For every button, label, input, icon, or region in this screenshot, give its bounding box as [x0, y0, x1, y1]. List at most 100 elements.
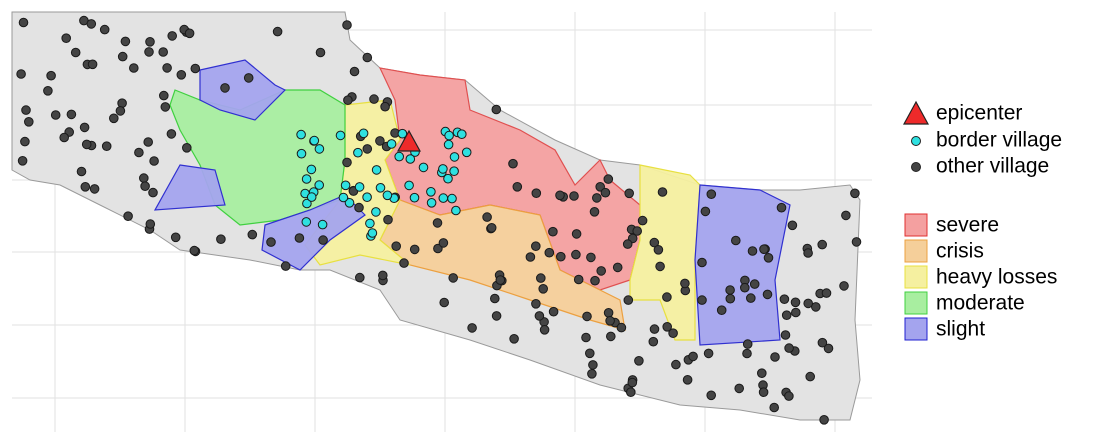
other-village: [120, 36, 131, 47]
other-village: [571, 249, 581, 260]
other-village: [839, 281, 849, 291]
other-village: [662, 322, 673, 332]
other-village: [706, 390, 717, 401]
other-village: [134, 147, 144, 158]
legend-swatch: [904, 317, 928, 341]
other-village: [490, 293, 500, 304]
border-village: [394, 151, 405, 162]
other-village: [495, 275, 506, 285]
other-village: [790, 297, 801, 308]
other-village: [623, 295, 634, 305]
other-village: [544, 247, 555, 258]
border-village: [426, 198, 437, 208]
other-village: [749, 279, 760, 289]
other-village: [592, 193, 602, 203]
other-village: [380, 101, 390, 112]
other-village: [46, 70, 56, 81]
other-village: [149, 156, 159, 166]
other-village: [817, 239, 828, 250]
other-village: [700, 206, 711, 217]
other-village: [343, 95, 353, 105]
border-village: [451, 205, 461, 216]
border-village: [314, 180, 325, 190]
legend-swatch: [904, 265, 928, 289]
border-village: [301, 217, 312, 227]
other-village: [18, 17, 29, 28]
legend-label: crisis: [936, 240, 984, 263]
other-village: [657, 187, 668, 197]
other-village: [362, 144, 373, 154]
border-village: [340, 180, 351, 191]
other-village: [725, 293, 736, 304]
other-village: [817, 337, 828, 348]
other-village: [555, 190, 565, 201]
other-village: [17, 156, 28, 166]
other-village: [399, 258, 409, 268]
other-village: [70, 47, 81, 58]
other-village: [509, 334, 519, 344]
other-village: [159, 90, 169, 101]
other-village: [770, 352, 780, 362]
other-village: [569, 191, 579, 201]
legend-border-symbol: [911, 136, 921, 146]
other-village: [742, 348, 752, 359]
border-village: [386, 139, 397, 149]
legend-label: epicenter: [936, 102, 1022, 125]
legend: epicenter border village other village s…: [902, 100, 1062, 341]
other-village: [448, 273, 459, 283]
other-village: [315, 47, 326, 58]
other-village: [280, 261, 291, 271]
other-village: [851, 237, 862, 247]
other-village: [841, 210, 851, 221]
border-village: [296, 148, 307, 159]
border-village: [353, 147, 363, 158]
other-village: [819, 415, 829, 425]
other-village: [81, 139, 92, 150]
border-village: [296, 129, 306, 140]
other-village: [117, 98, 127, 108]
border-village: [409, 192, 420, 203]
other-village: [600, 187, 611, 198]
other-village: [626, 387, 636, 398]
other-village: [99, 24, 110, 35]
other-village: [525, 252, 536, 262]
other-village: [383, 214, 393, 225]
other-village: [787, 220, 798, 231]
other-village: [688, 351, 698, 362]
other-village: [491, 311, 502, 321]
villages: [16, 15, 862, 425]
other-village: [433, 243, 443, 254]
other-village: [294, 233, 305, 243]
border-village: [449, 166, 459, 176]
other-village: [318, 235, 328, 245]
other-village: [823, 343, 834, 354]
other-village: [24, 117, 34, 127]
other-village: [432, 218, 443, 228]
other-village: [512, 182, 523, 192]
other-village: [805, 371, 816, 382]
border-village: [344, 198, 355, 208]
legend-label: slight: [936, 318, 985, 341]
border-village: [444, 130, 454, 141]
other-village: [573, 274, 584, 285]
border-village: [301, 174, 312, 184]
border-village: [302, 198, 312, 209]
other-village: [247, 229, 258, 240]
other-village: [139, 173, 149, 183]
other-village: [531, 299, 541, 309]
other-village: [757, 368, 767, 379]
other-village: [649, 237, 660, 248]
other-village: [680, 278, 690, 289]
legend-label: heavy losses: [936, 266, 1057, 289]
other-village: [378, 270, 388, 281]
other-village: [624, 188, 635, 199]
border-village: [354, 182, 365, 192]
other-village: [725, 285, 735, 295]
other-village: [190, 63, 201, 74]
other-village: [769, 402, 780, 413]
other-village: [850, 188, 860, 199]
other-village: [791, 307, 801, 318]
other-village: [582, 311, 592, 322]
other-village: [706, 189, 717, 199]
legend-swatch: [904, 213, 928, 237]
